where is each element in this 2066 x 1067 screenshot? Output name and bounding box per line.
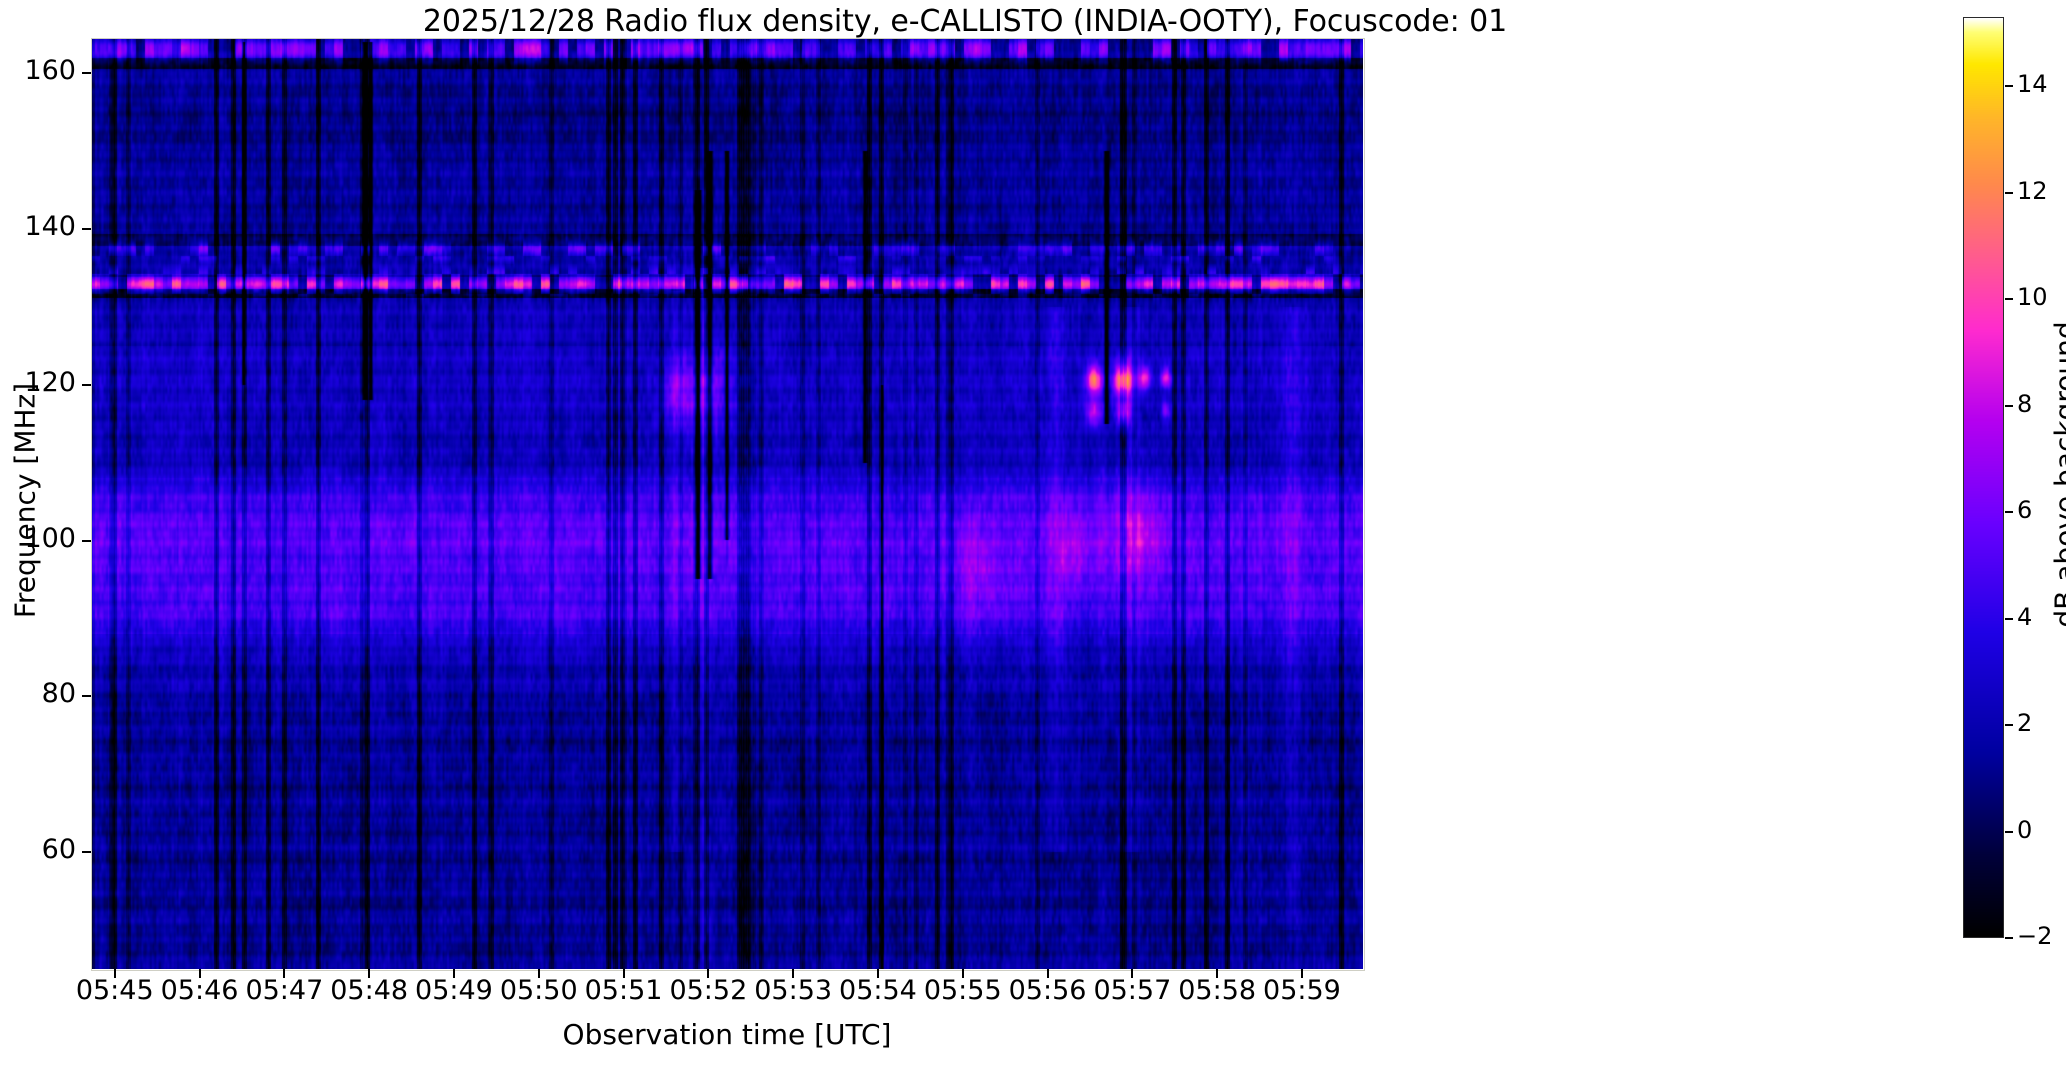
x-tick-mark xyxy=(537,969,540,978)
colorbar-tick-mark xyxy=(2005,617,2013,620)
colorbar-tick-label: 0 xyxy=(2017,815,2033,844)
x-tick-mark xyxy=(707,969,710,978)
x-tick-label: 05:55 xyxy=(923,975,1002,1006)
x-tick-label: 05:48 xyxy=(330,975,409,1006)
x-tick-label: 05:58 xyxy=(1178,975,1257,1006)
y-tick-label: 140 xyxy=(24,210,76,242)
x-tick-label: 05:53 xyxy=(754,975,833,1006)
x-tick-mark xyxy=(961,969,964,978)
colorbar-tick-mark xyxy=(2005,511,2013,514)
x-tick-label: 05:57 xyxy=(1093,975,1172,1006)
colorbar-tick-mark xyxy=(2005,191,2013,194)
colorbar-tick-mark xyxy=(2005,937,2013,939)
colorbar-tick-mark xyxy=(2005,404,2013,407)
colorbar-tick-label: 10 xyxy=(2017,283,2048,312)
x-tick-label: 05:56 xyxy=(1008,975,1087,1006)
page-title: 2025/12/28 Radio flux density, e-CALLIST… xyxy=(422,4,1508,39)
y-tick-mark xyxy=(82,72,91,75)
x-tick-label: 05:46 xyxy=(160,975,239,1006)
y-tick-mark xyxy=(82,227,91,230)
colorbar-gradient xyxy=(1963,17,2004,938)
y-tick-label: 80 xyxy=(41,678,76,710)
colorbar-tick-mark xyxy=(2005,830,2013,833)
y-tick-mark xyxy=(82,539,91,542)
y-tick-mark xyxy=(82,383,91,386)
x-tick-mark xyxy=(368,969,371,978)
x-tick-label: 05:49 xyxy=(415,975,493,1006)
x-tick-label: 05:47 xyxy=(245,975,324,1006)
spectrogram-image xyxy=(91,38,1363,969)
x-tick-mark xyxy=(792,969,795,978)
x-tick-label: 05:54 xyxy=(839,975,917,1006)
x-tick-mark xyxy=(1046,969,1049,978)
x-axis-label: Observation time [UTC] xyxy=(562,1018,892,1051)
y-tick-label: 60 xyxy=(41,834,76,866)
x-tick-mark xyxy=(876,969,879,978)
y-tick-label: 120 xyxy=(24,366,76,398)
colorbar-tick-label: 2 xyxy=(2017,709,2033,738)
y-tick-mark xyxy=(82,695,91,698)
colorbar-tick-mark xyxy=(2005,298,2013,301)
x-tick-mark xyxy=(622,969,625,978)
x-tick-mark xyxy=(283,969,286,978)
x-tick-mark xyxy=(452,969,455,978)
x-tick-mark xyxy=(1300,969,1303,978)
colorbar-tick-label: 14 xyxy=(2017,70,2048,99)
x-tick-mark xyxy=(198,969,201,978)
colorbar-tick-label: 4 xyxy=(2017,602,2033,631)
y-axis-label: Frequency [MHz] xyxy=(8,382,42,618)
x-tick-mark xyxy=(1216,969,1219,978)
x-tick-label: 05:50 xyxy=(499,975,578,1006)
x-tick-label: 05:59 xyxy=(1263,975,1341,1006)
x-tick-mark xyxy=(113,969,116,978)
x-tick-mark xyxy=(1131,969,1134,978)
colorbar[interactable] xyxy=(1963,17,2004,938)
colorbar-label: dB above background xyxy=(2048,320,2066,628)
colorbar-tick-label: 6 xyxy=(2017,496,2033,525)
colorbar-tick-label: 8 xyxy=(2017,389,2033,418)
colorbar-tick-mark xyxy=(2005,85,2013,88)
x-tick-label: 05:45 xyxy=(75,975,154,1006)
colorbar-tick-label: −2 xyxy=(2017,922,2053,950)
colorbar-tick-label: 12 xyxy=(2017,176,2048,205)
colorbar-tick-mark xyxy=(2005,724,2013,727)
x-tick-label: 05:52 xyxy=(669,975,748,1006)
spectrogram-plot-area[interactable] xyxy=(91,38,1363,969)
x-tick-label: 05:51 xyxy=(584,975,663,1006)
y-tick-mark xyxy=(82,851,91,854)
y-tick-label: 160 xyxy=(24,55,76,87)
y-tick-label: 100 xyxy=(24,522,76,554)
